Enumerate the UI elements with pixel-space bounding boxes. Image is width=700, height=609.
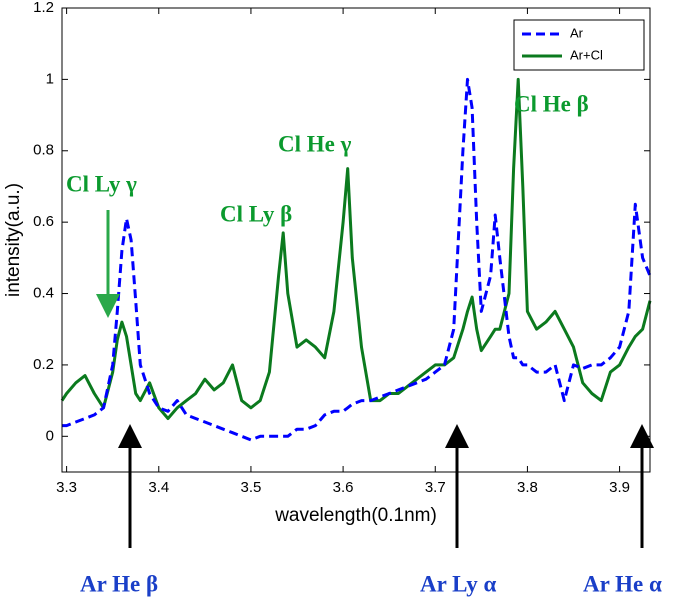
legend-label: Ar bbox=[570, 25, 584, 40]
x-tick-label: 3.5 bbox=[241, 479, 262, 496]
y-tick-label: 0.4 bbox=[33, 285, 54, 302]
plot-frame bbox=[61, 7, 651, 473]
y-tick-label: 1 bbox=[46, 70, 54, 87]
annotation: Ar He β bbox=[80, 571, 158, 596]
series-line bbox=[62, 77, 652, 442]
y-tick-label: 0.6 bbox=[33, 213, 54, 230]
series-line bbox=[60, 77, 652, 420]
legend-label: Ar+Cl bbox=[570, 47, 603, 62]
x-tick-label: 3.4 bbox=[148, 479, 169, 496]
x-tick-label: 3.3 bbox=[56, 479, 77, 496]
y-tick-label: 0.8 bbox=[33, 142, 54, 159]
annotation: Ar He α bbox=[583, 571, 662, 596]
annotation: Cl He γ bbox=[278, 131, 352, 156]
annotation: Cl Ly γ bbox=[66, 171, 137, 196]
y-tick-label: 1.2 bbox=[33, 0, 54, 16]
annotation: Cl He β bbox=[514, 91, 589, 116]
legend-box bbox=[513, 19, 645, 71]
annotation: Cl Ly β bbox=[220, 201, 292, 226]
plot-area bbox=[60, 77, 652, 442]
y-tick-label: 0 bbox=[46, 427, 54, 444]
y-tick-label: 0.2 bbox=[33, 356, 54, 373]
x-tick-label: 3.8 bbox=[517, 479, 538, 496]
x-tick-label: 3.6 bbox=[333, 479, 354, 496]
x-tick-label: 3.7 bbox=[425, 479, 446, 496]
x-tick-label: 3.9 bbox=[609, 479, 630, 496]
y-axis-label: intensity(a.u.) bbox=[3, 183, 24, 297]
annotation: Ar Ly α bbox=[420, 571, 496, 596]
x-axis-label: wavelength(0.1nm) bbox=[274, 505, 437, 526]
